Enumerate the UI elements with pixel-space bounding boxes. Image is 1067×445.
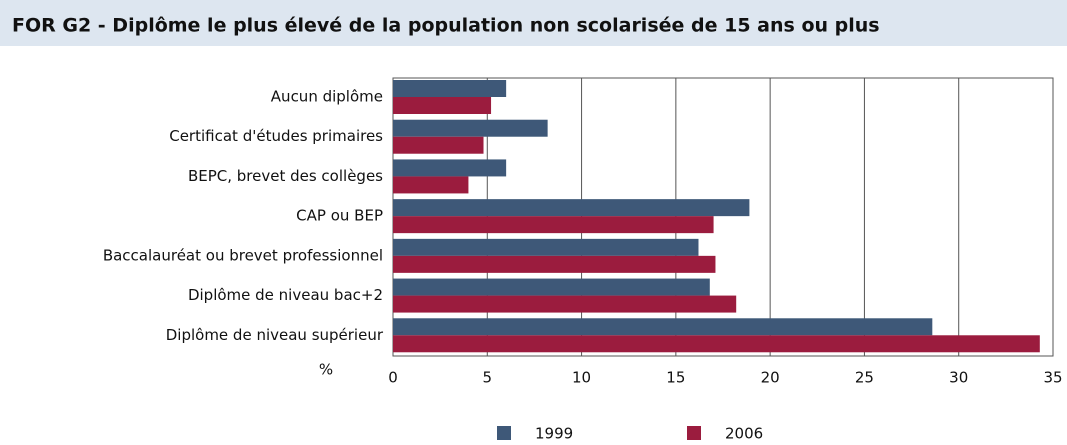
- y-tick-label: Diplôme de niveau supérieur: [166, 326, 384, 344]
- y-tick-label: CAP ou BEP: [296, 207, 383, 225]
- x-tick-label: 5: [483, 369, 493, 387]
- bar: [393, 119, 548, 137]
- bar: [393, 255, 716, 273]
- bar: [393, 238, 699, 256]
- x-tick-label: 25: [855, 369, 874, 387]
- y-tick-label: Aucun diplôme: [271, 88, 383, 106]
- bar: [393, 199, 750, 217]
- bar: [393, 295, 737, 313]
- legend-label: 1999: [535, 425, 573, 442]
- y-tick-label: Diplôme de niveau bac+2: [188, 286, 383, 304]
- title-bar: [0, 0, 1067, 46]
- x-tick-label: 10: [572, 369, 591, 387]
- chart-title: FOR G2 - Diplôme le plus élevé de la pop…: [12, 15, 880, 37]
- x-tick-label: 35: [1043, 369, 1062, 387]
- bar: [393, 278, 710, 296]
- bar: [393, 159, 507, 177]
- y-tick-label: BEPC, brevet des collèges: [188, 167, 383, 185]
- x-axis-label: %: [319, 361, 333, 379]
- x-tick-label: 20: [761, 369, 780, 387]
- legend-swatch: [497, 426, 511, 440]
- bar: [393, 136, 484, 154]
- x-tick-label: 15: [666, 369, 685, 387]
- y-tick-label: Certificat d'études primaires: [169, 127, 383, 145]
- legend-label: 2006: [725, 425, 763, 442]
- bar: [393, 176, 469, 194]
- bar: [393, 318, 933, 336]
- x-tick-label: 0: [388, 369, 398, 387]
- bar: [393, 335, 1040, 353]
- bar: [393, 216, 714, 234]
- x-tick-label: 30: [949, 369, 968, 387]
- legend-swatch: [687, 426, 701, 440]
- bar: [393, 97, 492, 114]
- y-tick-label: Baccalauréat ou brevet professionnel: [103, 246, 383, 264]
- bar: [393, 80, 507, 97]
